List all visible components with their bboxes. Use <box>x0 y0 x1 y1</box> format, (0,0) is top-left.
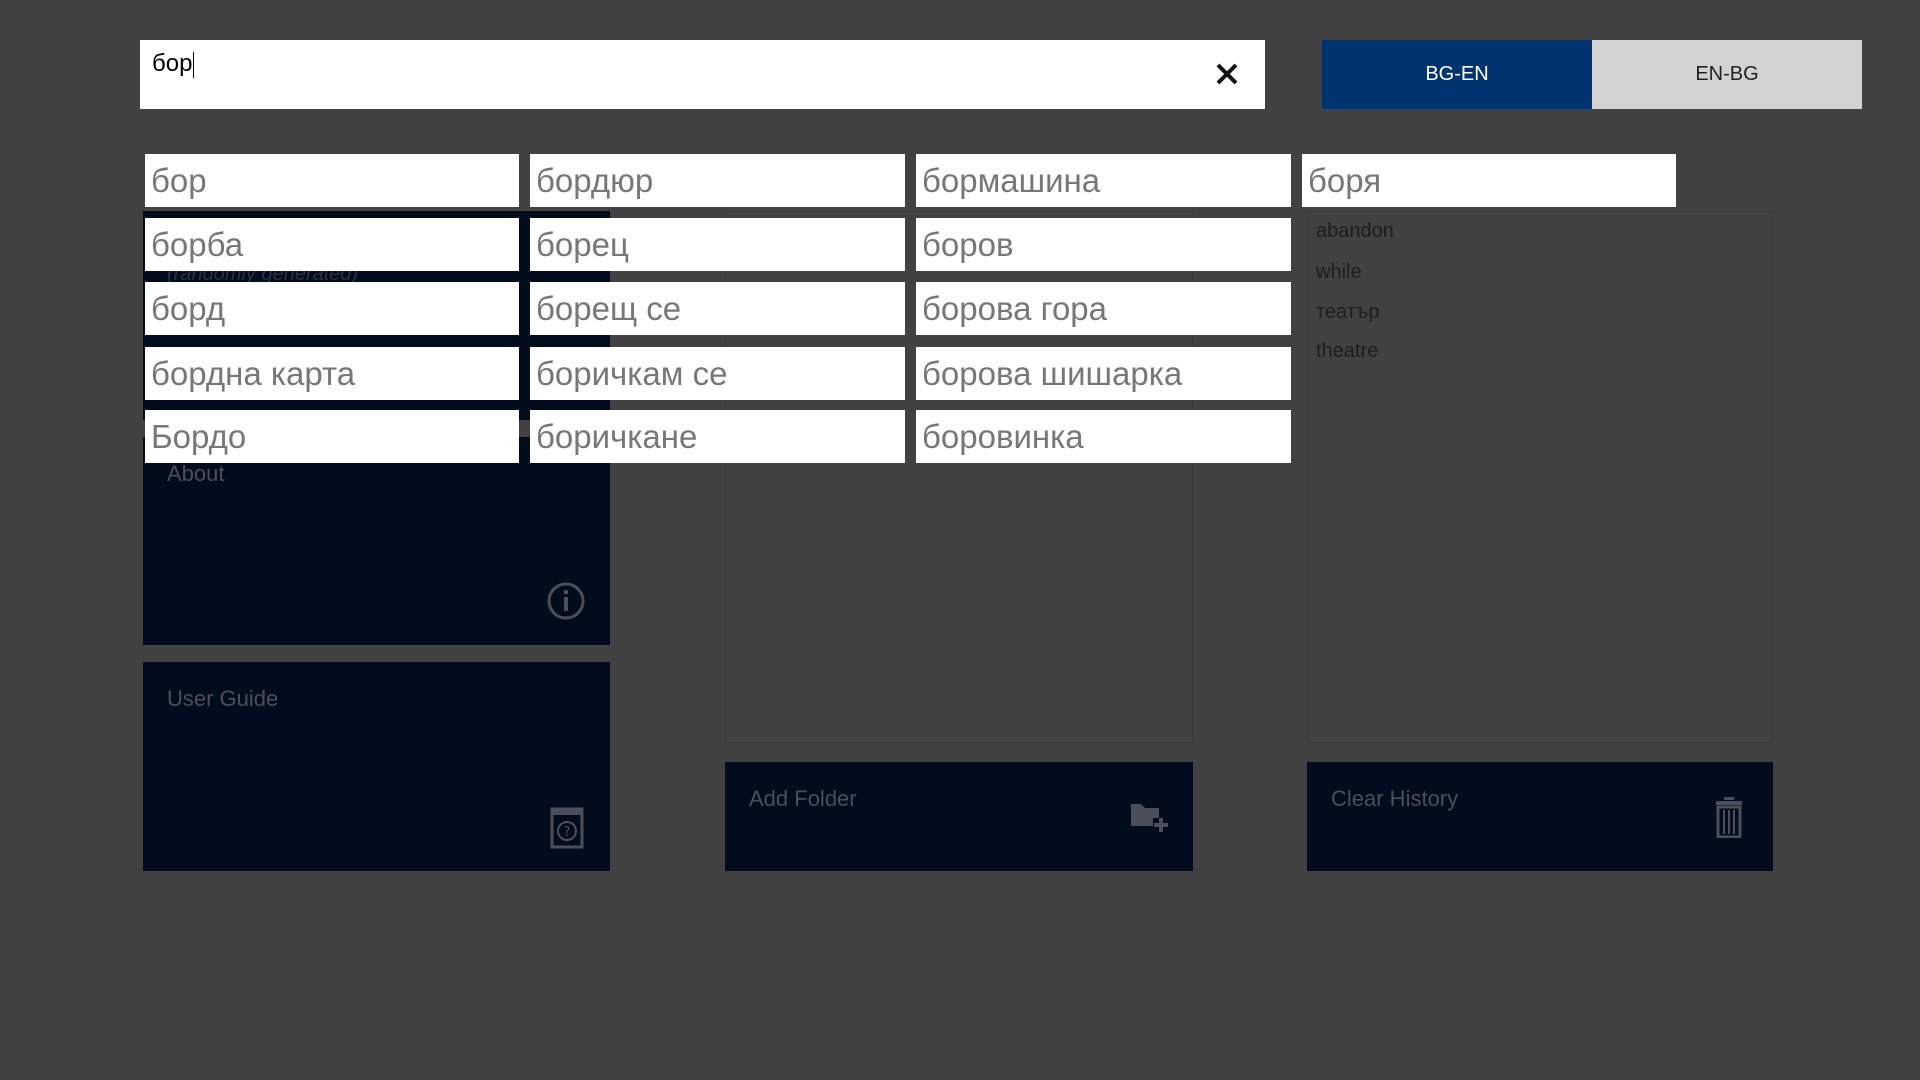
suggestion-item[interactable]: борец <box>530 218 905 271</box>
history-item[interactable]: while <box>1316 261 1362 283</box>
trash-icon <box>1716 797 1742 838</box>
add-folder-button[interactable]: Add Folder <box>725 762 1193 871</box>
add-folder-icon <box>1131 804 1168 832</box>
user-guide-tile[interactable]: User Guide ? <box>143 662 610 871</box>
suggestion-item[interactable]: борова шишарка <box>916 347 1291 400</box>
user-guide-label: User Guide <box>167 686 279 711</box>
direction-en-bg-button[interactable]: EN-BG <box>1592 40 1862 109</box>
direction-bg-en-button[interactable]: BG-EN <box>1322 40 1592 109</box>
history-item[interactable]: театър <box>1316 301 1380 323</box>
suggestion-item[interactable]: бордна карта <box>145 347 519 400</box>
suggestion-item[interactable]: бор <box>145 154 519 207</box>
about-label: About <box>167 461 225 486</box>
about-tile[interactable]: About <box>143 437 610 645</box>
suggestion-item[interactable]: боров <box>916 218 1291 271</box>
suggestion-item[interactable]: борд <box>145 282 519 335</box>
clear-history-label: Clear History <box>1331 786 1459 811</box>
history-item[interactable]: theatre <box>1316 340 1379 362</box>
text-caret <box>193 51 195 78</box>
suggestion-item[interactable]: боричкам се <box>530 347 905 400</box>
suggestion-item[interactable]: боря <box>1302 154 1676 207</box>
info-icon <box>547 582 585 620</box>
suggestion-item[interactable]: бордюр <box>530 154 905 207</box>
suggestion-item[interactable]: Бордо <box>145 410 519 463</box>
suggestion-item[interactable]: боровинка <box>916 410 1291 463</box>
clear-history-button[interactable]: Clear History <box>1307 762 1773 871</box>
suggestion-item[interactable]: боричкане <box>530 410 905 463</box>
search-value: бор <box>152 50 193 77</box>
history-item[interactable]: abandon <box>1316 220 1394 242</box>
history-panel: abandon while театър theatre <box>1307 211 1773 743</box>
suggestion-item[interactable]: бормашина <box>916 154 1291 207</box>
help-book-icon: ? <box>550 807 584 849</box>
close-icon[interactable] <box>1207 54 1247 94</box>
add-folder-label: Add Folder <box>749 786 857 811</box>
suggestion-item[interactable]: борба <box>145 218 519 271</box>
suggestion-item[interactable]: борещ се <box>530 282 905 335</box>
search-input[interactable]: бор <box>140 40 1265 109</box>
svg-text:?: ? <box>564 825 571 840</box>
suggestion-item[interactable]: борова гора <box>916 282 1291 335</box>
